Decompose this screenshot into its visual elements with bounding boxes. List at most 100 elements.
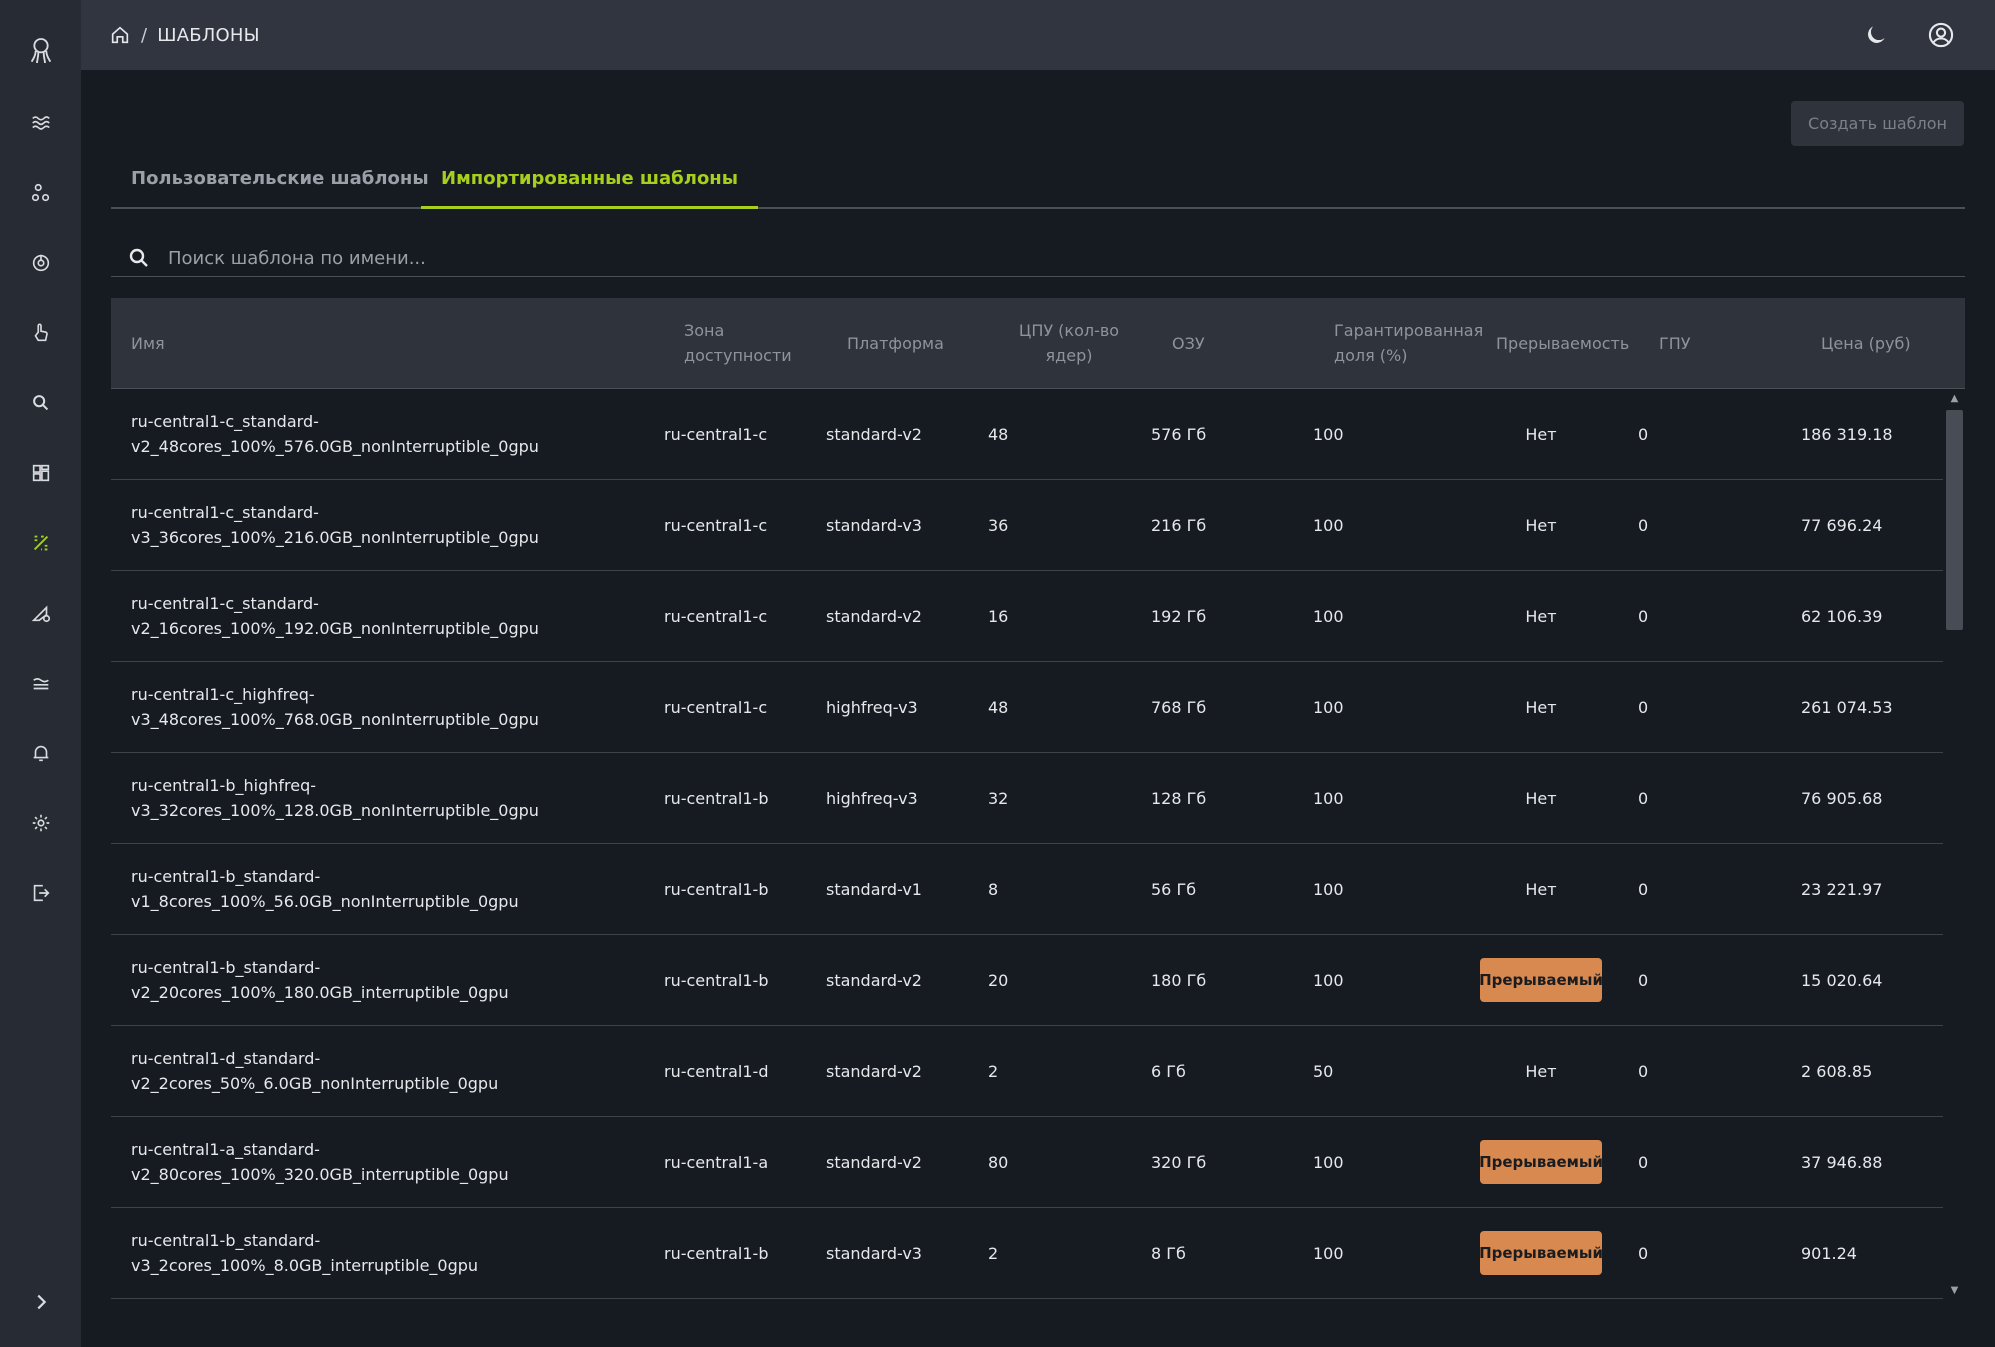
col-price[interactable]: Цена (руб) [1821,333,1911,353]
cell-share: 100 [1313,970,1344,990]
dashboard-icon[interactable] [25,457,57,489]
search-bar [111,240,1965,277]
nodes-icon[interactable] [25,177,57,209]
cell-name: ru-central1-c_standard-v3_36cores_100%_2… [131,480,631,570]
table-row[interactable]: ru-central1-c_standard-v2_16cores_100%_1… [111,571,1943,662]
template-name-line2: v2_48cores_100%_576.0GB_nonInterruptible… [131,437,539,456]
col-zone[interactable]: Зона доступности [684,321,792,365]
search-icon[interactable] [25,387,57,419]
table-row[interactable]: ru-central1-d_standard-v2_2cores_50%_6.0… [111,1026,1943,1117]
cell-platform: standard-v2 [826,424,922,444]
table-row[interactable]: ru-central1-b_standard-v1_8cores_100%_56… [111,844,1943,935]
chevron-right-icon[interactable] [25,1286,57,1318]
cell-share: 100 [1313,515,1344,535]
search-icon [127,246,151,270]
pointer-icon[interactable] [25,317,57,349]
interrupt-value: Нет [1525,879,1557,899]
cell-zone: ru-central1-b [664,879,769,899]
col-platform[interactable]: Платформа [847,333,944,353]
cell-name: ru-central1-b_highfreq-v3_32cores_100%_1… [131,753,631,843]
logo-icon[interactable] [22,32,60,70]
cell-ram: 768 Гб [1151,697,1207,717]
table-row[interactable]: ru-central1-c_highfreq-v3_48cores_100%_7… [111,662,1943,753]
cell-zone: ru-central1-b [664,788,769,808]
cell-price: 76 905.68 [1801,788,1883,808]
bell-icon[interactable] [25,737,57,769]
cell-price: 77 696.24 [1801,515,1883,535]
col-interrupt[interactable]: Прерываемость [1496,333,1630,353]
table-body: ru-central1-c_standard-v2_48cores_100%_5… [111,389,1943,1299]
interruptible-badge: Прерываемый [1479,958,1603,1002]
cell-name: ru-central1-c_standard-v2_48cores_100%_5… [131,389,631,479]
cell-zone: ru-central1-c [664,424,768,444]
cell-interrupt: Прерываемый [1476,935,1606,1025]
cell-share: 100 [1313,788,1344,808]
cell-platform: highfreq-v3 [826,697,918,717]
col-cpu[interactable]: ЦПУ (кол-во ядер) [1018,321,1120,365]
template-search-input[interactable] [166,242,1870,274]
cell-interrupt: Нет [1476,1026,1606,1116]
scroll-thumb[interactable] [1946,410,1963,630]
table-row[interactable]: ru-central1-b_standard-v2_20cores_100%_1… [111,935,1943,1026]
deploy-icon[interactable] [25,597,57,629]
cell-interrupt: Нет [1476,480,1606,570]
user-account-icon[interactable] [1924,18,1958,52]
cell-gpu: 0 [1638,1061,1649,1081]
table-row[interactable]: ru-central1-c_standard-v2_48cores_100%_5… [111,389,1943,480]
cell-cpu: 2 [988,1061,999,1081]
cell-zone: ru-central1-c [664,515,768,535]
scroll-down-icon[interactable]: ▼ [1950,1285,1959,1296]
waves-icon[interactable] [25,107,57,139]
templates-icon[interactable] [25,527,57,559]
cell-interrupt: Нет [1476,844,1606,934]
cell-cpu: 32 [988,788,1009,808]
cell-price: 261 074.53 [1801,697,1893,717]
tab-imported-templates[interactable]: Импортированные шаблоны [421,150,759,209]
create-template-button[interactable]: Создать шаблон [1791,101,1964,146]
cell-gpu: 0 [1638,1152,1649,1172]
cell-name: ru-central1-b_standard-v2_20cores_100%_1… [131,935,631,1025]
theme-moon-icon[interactable] [1859,18,1893,52]
cell-name: ru-central1-c_standard-v2_16cores_100%_1… [131,571,631,661]
table-scrollbar[interactable]: ▲ ▼ [1943,390,1965,1300]
home-icon[interactable] [109,24,131,46]
tab-user-templates[interactable]: Пользовательские шаблоны [131,168,429,189]
template-name-line1: ru-central1-c_standard- [131,503,319,522]
cell-platform: standard-v2 [826,970,922,990]
col-share[interactable]: Гарантированная доля (%) [1334,321,1484,365]
templates-table: Имя Зона доступности Платформа ЦПУ (кол-… [111,298,1965,1300]
power-icon[interactable] [25,247,57,279]
interruptible-badge: Прерываемый [1479,1140,1603,1184]
col-name[interactable]: Имя [131,333,165,353]
cell-name: ru-central1-a_standard-v2_80cores_100%_3… [131,1117,631,1207]
cell-platform: highfreq-v3 [826,788,918,808]
interruptible-badge: Прерываемый [1479,1231,1603,1275]
template-name-line1: ru-central1-c_standard- [131,594,319,613]
cell-platform: standard-v2 [826,1152,922,1172]
cell-ram: 6 Гб [1151,1061,1186,1081]
cell-price: 186 319.18 [1801,424,1893,444]
logout-icon[interactable] [25,877,57,909]
cell-name: ru-central1-b_standard-v1_8cores_100%_56… [131,844,631,934]
gear-icon[interactable] [25,807,57,839]
cell-zone: ru-central1-b [664,1243,769,1263]
table-row[interactable]: ru-central1-a_standard-v2_80cores_100%_3… [111,1117,1943,1208]
cell-gpu: 0 [1638,515,1649,535]
col-gpu[interactable]: ГПУ [1659,333,1691,353]
table-row[interactable]: ru-central1-b_standard-v3_2cores_100%_8.… [111,1208,1943,1299]
interrupt-value: Нет [1525,515,1557,535]
cell-cpu: 20 [988,970,1009,990]
scroll-up-icon[interactable]: ▲ [1950,393,1959,404]
col-ram[interactable]: ОЗУ [1172,333,1205,353]
cell-price: 15 020.64 [1801,970,1883,990]
table-row[interactable]: ru-central1-b_highfreq-v3_32cores_100%_1… [111,753,1943,844]
cell-gpu: 0 [1638,424,1649,444]
table-row[interactable]: ru-central1-c_standard-v3_36cores_100%_2… [111,480,1943,571]
layers-icon[interactable] [25,667,57,699]
interrupt-value: Нет [1525,697,1557,717]
cell-interrupt: Прерываемый [1476,1117,1606,1207]
cell-price: 901.24 [1801,1243,1857,1263]
sidebar [0,0,81,1347]
interrupt-value: Нет [1525,788,1557,808]
cell-share: 100 [1313,606,1344,626]
